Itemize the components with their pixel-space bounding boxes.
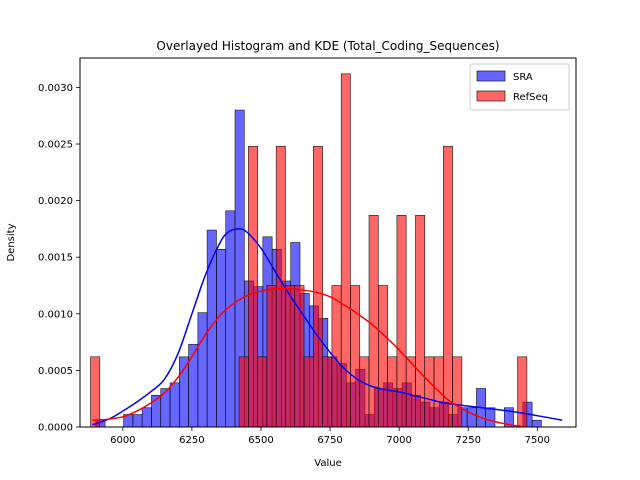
- sra-bar: [132, 414, 143, 428]
- x-tick-label: 6250: [179, 435, 204, 446]
- refseq-bar: [266, 285, 277, 428]
- refseq-bar: [350, 285, 361, 428]
- refseq-bar: [238, 356, 249, 428]
- sra-bar: [531, 419, 542, 428]
- refseq-bar: [313, 145, 323, 428]
- legend: SRA RefSeq: [469, 63, 570, 111]
- refseq-bar: [257, 356, 268, 428]
- legend-label: RefSeq: [513, 92, 548, 103]
- legend-swatch: [476, 90, 506, 102]
- refseq-bar: [248, 145, 258, 428]
- refseq-bar: [405, 356, 416, 428]
- y-tick-label: 0.0020: [38, 196, 73, 207]
- refseq-bar: [368, 215, 379, 428]
- sra-bar: [225, 210, 236, 428]
- y-tick-label: 0.0030: [38, 83, 73, 94]
- x-tick-label: 6000: [110, 435, 135, 446]
- refseq-bar: [90, 356, 101, 428]
- refseq-bar: [415, 215, 426, 428]
- refseq-bar: [443, 145, 453, 428]
- sra-bar: [466, 407, 477, 428]
- sra-bar: [179, 356, 189, 428]
- x-axis-ticks: 6000 6250 6500 6750 7000 7250 7500: [110, 427, 550, 446]
- y-tick-label: 0.0005: [38, 366, 73, 377]
- refseq-bar: [424, 356, 435, 428]
- legend-label: SRA: [513, 72, 533, 83]
- y-tick-label: 0.0010: [38, 309, 73, 320]
- y-tick-label: 0.0000: [38, 423, 73, 434]
- sra-bar: [169, 382, 180, 428]
- sra-bar: [141, 407, 152, 428]
- x-tick-label: 6750: [317, 435, 342, 446]
- refseq-bar: [517, 356, 528, 428]
- y-tick-label: 0.0025: [38, 140, 73, 151]
- refseq-bar: [359, 356, 370, 428]
- refseq-bar: [294, 285, 305, 428]
- refseq-bar: [378, 285, 388, 428]
- x-axis-label: Value: [314, 458, 341, 469]
- refseq-bar: [452, 356, 463, 428]
- x-tick-label: 7500: [525, 435, 550, 446]
- y-axis-ticks: 0.0000 0.0005 0.0010 0.0015 0.0020 0.0025 0.00…: [38, 83, 80, 434]
- refseq-bar: [285, 285, 296, 428]
- legend-swatch: [476, 70, 506, 82]
- refseq-bar: [340, 73, 351, 428]
- sra-bar: [188, 344, 199, 428]
- x-tick-label: 6500: [248, 435, 273, 446]
- refseq-kde-line: [92, 287, 521, 427]
- sra-bar: [485, 407, 496, 428]
- y-axis-label: Density: [6, 223, 17, 261]
- refseq-bar: [303, 356, 314, 428]
- sra-bar: [197, 312, 208, 428]
- plot-frame: [79, 57, 577, 428]
- sra-bar: [216, 248, 227, 428]
- x-tick-label: 7250: [456, 435, 481, 446]
- x-tick-label: 7000: [386, 435, 411, 446]
- y-tick-label: 0.0015: [38, 253, 73, 264]
- refseq-bar: [322, 356, 333, 428]
- refseq-bar: [396, 215, 407, 428]
- kde-curves: [92, 228, 563, 427]
- sra-kde-line: [92, 228, 563, 426]
- chart-title: Overlayed Histogram and KDE (Total_Codin…: [156, 39, 499, 53]
